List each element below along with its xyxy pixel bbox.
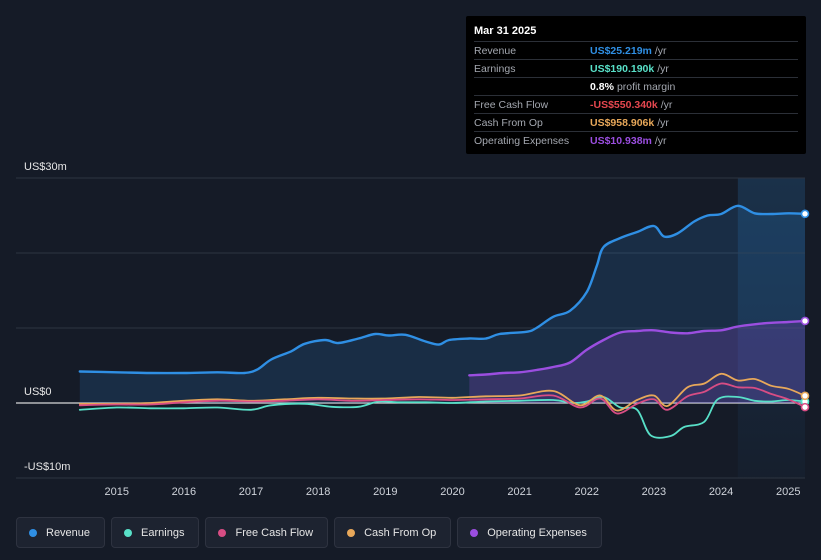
x-tick-label: 2020 bbox=[440, 486, 464, 498]
tooltip-row-cash-from-op: Cash From Op US$958.906k/yr bbox=[474, 113, 798, 131]
earnings-line bbox=[78, 395, 806, 439]
tooltip-panel: Mar 31 2025 Revenue US$25.219m/yr Earnings… bbox=[466, 16, 806, 154]
free-cash-flow-line bbox=[78, 382, 806, 415]
tooltip-unit: profit margin bbox=[616, 80, 676, 93]
x-tick-label: 2016 bbox=[172, 486, 196, 498]
x-tick-label: 2023 bbox=[642, 486, 666, 498]
tooltip-row-operating-expenses: Operating Expenses US$10.938m/yr bbox=[474, 131, 798, 149]
tooltip-label: Cash From Op bbox=[474, 116, 543, 129]
tooltip-value: US$25.219m bbox=[590, 44, 652, 57]
legend-item-free-cash-flow[interactable]: Free Cash Flow bbox=[205, 517, 329, 548]
legend-label: Free Cash Flow bbox=[235, 526, 314, 539]
legend-item-cash-from-op[interactable]: Cash From Op bbox=[334, 517, 452, 548]
operating-expenses-area bbox=[469, 320, 805, 403]
x-tick-label: 2025 bbox=[776, 486, 800, 498]
tooltip-unit: /yr bbox=[657, 62, 669, 75]
operating-expenses-line bbox=[468, 319, 807, 377]
x-tick-label: 2021 bbox=[507, 486, 531, 498]
tooltip-value: US$958.906k bbox=[590, 116, 655, 129]
tooltip-unit: /yr bbox=[654, 44, 667, 57]
legend-label: Operating Expenses bbox=[487, 526, 587, 539]
legend-dot-icon bbox=[124, 528, 133, 537]
legend-item-earnings[interactable]: Earnings bbox=[111, 517, 200, 548]
tooltip-value: 0.8% bbox=[590, 80, 614, 93]
legend-dot-icon bbox=[218, 528, 227, 537]
tooltip-label: Free Cash Flow bbox=[474, 98, 549, 111]
y-tick-label: US$0 bbox=[24, 386, 52, 398]
tooltip-value: US$10.938m bbox=[590, 134, 652, 147]
tooltip-date: Mar 31 2025 bbox=[474, 25, 537, 37]
tooltip-row-free-cash-flow: Free Cash Flow -US$550.340k/yr bbox=[474, 95, 798, 113]
y-tick-label: US$30m bbox=[24, 161, 67, 173]
legend-item-operating-expenses[interactable]: Operating Expenses bbox=[457, 517, 602, 548]
legend-label: Earnings bbox=[141, 526, 185, 539]
legend-label: Cash From Op bbox=[364, 526, 437, 539]
tooltip-row-profit-margin: 0.8% profit margin bbox=[474, 77, 798, 95]
tooltip-label: Operating Expenses bbox=[474, 134, 570, 147]
x-tick-label: 2019 bbox=[373, 486, 397, 498]
legend-dot-icon bbox=[347, 528, 356, 537]
legend-dot-icon bbox=[29, 528, 37, 537]
free-cash-flow-end-marker bbox=[800, 402, 810, 412]
operating-expenses-end-marker bbox=[800, 316, 810, 326]
legend: Revenue Earnings Free Cash Flow Cash From O… bbox=[16, 517, 602, 548]
y-tick-label: -US$10m bbox=[24, 461, 70, 473]
tooltip-value: -US$550.340k bbox=[590, 98, 658, 111]
tooltip-unit: /yr bbox=[654, 134, 667, 147]
tooltip-label: Earnings bbox=[474, 62, 516, 75]
revenue-area bbox=[79, 205, 806, 403]
x-tick-label: 2018 bbox=[306, 486, 330, 498]
x-tick-label: 2022 bbox=[575, 486, 599, 498]
tooltip-label: Revenue bbox=[474, 44, 517, 57]
legend-label: Revenue bbox=[46, 526, 91, 539]
cash-from-op-end-marker bbox=[800, 391, 810, 401]
x-tick-label: 2015 bbox=[104, 486, 128, 498]
revenue-end-marker bbox=[800, 209, 810, 219]
tooltip-unit: /yr bbox=[657, 116, 669, 129]
tooltip-unit: /yr bbox=[660, 98, 673, 111]
x-tick-label: 2024 bbox=[709, 486, 733, 498]
tooltip-row-earnings: Earnings US$190.190k/yr bbox=[474, 59, 798, 77]
revenue-line bbox=[78, 204, 807, 375]
tooltip-value: US$190.190k bbox=[590, 62, 655, 75]
legend-item-revenue[interactable]: Revenue bbox=[16, 517, 106, 548]
tooltip-row-revenue: Revenue US$25.219m/yr bbox=[474, 41, 798, 59]
legend-dot-icon bbox=[470, 528, 479, 537]
x-tick-label: 2017 bbox=[239, 486, 263, 498]
